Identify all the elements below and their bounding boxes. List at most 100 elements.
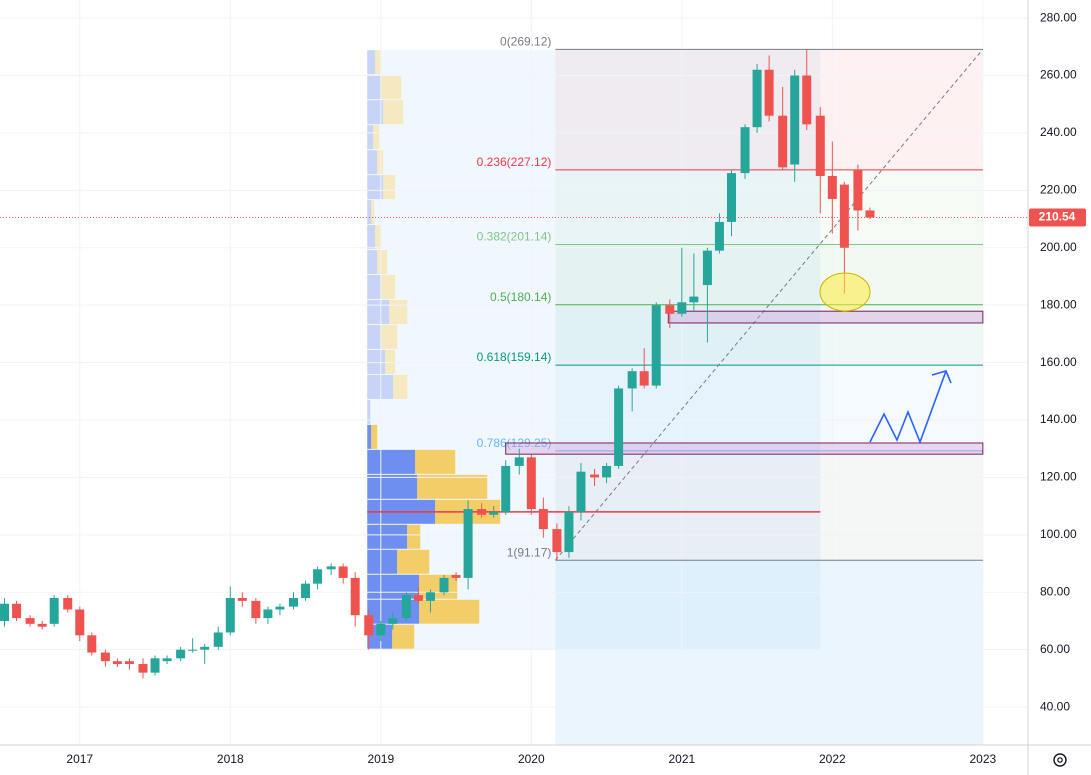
y-tick-label: 40.00 — [1040, 699, 1070, 713]
candle-body — [740, 127, 750, 174]
annotation-layer — [819, 272, 952, 445]
profile-up — [367, 175, 384, 200]
candle-body — [564, 511, 574, 553]
price-zone — [667, 310, 984, 324]
fib-trend-line — [555, 49, 984, 561]
y-tick-label: 120.00 — [1040, 470, 1077, 484]
arrow-head — [931, 370, 952, 384]
fib-label: 0.236(227.12) — [477, 155, 552, 169]
fib-label: 0.618(159.14) — [477, 350, 552, 364]
profile-down — [417, 474, 488, 499]
candle-body — [576, 471, 586, 512]
candle-body — [677, 302, 687, 314]
profile-up — [367, 100, 384, 125]
candle-body — [251, 600, 261, 619]
candle-body — [162, 658, 172, 662]
candle-body — [790, 75, 800, 165]
candle-body — [463, 509, 473, 578]
candle-body — [827, 175, 837, 199]
y-tick-label: 260.00 — [1040, 68, 1077, 82]
profile-up — [367, 549, 398, 574]
candle-body — [425, 592, 435, 601]
background-layer — [367, 49, 983, 745]
settings-gear[interactable] — [1053, 753, 1067, 767]
profile-up — [367, 374, 394, 399]
highlight-ellipse — [819, 272, 871, 312]
fib-band — [555, 450, 983, 561]
candle-body — [439, 577, 449, 593]
price-axis-bg — [1028, 0, 1091, 775]
candle-body — [237, 598, 247, 601]
profile-up — [367, 474, 418, 499]
candle-body — [413, 595, 423, 601]
fib-band — [555, 169, 983, 245]
candle-body — [275, 606, 285, 610]
candle-body — [778, 115, 788, 168]
profile-down — [375, 225, 382, 250]
candle-body — [477, 509, 487, 515]
time-axis-bg — [0, 745, 1091, 775]
candle-body — [388, 618, 398, 624]
candle-body — [63, 598, 73, 610]
candle-body — [726, 173, 736, 222]
profile-down — [371, 424, 378, 449]
candle-body — [301, 583, 311, 599]
profile-down — [383, 100, 404, 125]
candle-body — [0, 603, 10, 621]
profile-down — [385, 349, 396, 374]
candle-body — [12, 603, 22, 619]
candle-body — [263, 609, 273, 619]
profile-down — [407, 524, 421, 549]
candle-body — [552, 529, 562, 553]
y-tick-label: 220.00 — [1040, 183, 1077, 197]
y-tick-label: 80.00 — [1040, 584, 1070, 598]
candle-body — [451, 575, 461, 578]
candle-body — [689, 296, 699, 303]
profile-up — [367, 300, 390, 324]
profile-down — [397, 549, 430, 574]
profile-up — [367, 200, 372, 225]
candle-body — [865, 210, 875, 218]
price-zone — [505, 442, 984, 455]
fib-label: 1(91.17) — [507, 545, 552, 559]
candle-body — [764, 69, 774, 116]
candle-body — [138, 664, 148, 673]
profile-down — [381, 75, 402, 100]
candle-body — [752, 69, 762, 128]
profile-up — [367, 150, 378, 175]
candle-body — [501, 465, 511, 512]
candle-body — [639, 371, 649, 386]
x-tick-label: 2020 — [518, 752, 545, 766]
x-tick-label: 2018 — [217, 752, 244, 766]
profile-up — [367, 574, 420, 599]
profile-down — [377, 250, 388, 275]
candle-body — [288, 598, 298, 607]
profile-down — [419, 574, 458, 599]
candle-body — [614, 388, 624, 466]
candle-body — [37, 623, 47, 627]
candle-body — [213, 632, 223, 647]
profile-up — [367, 449, 416, 474]
profile-up — [367, 424, 372, 449]
profile-down — [381, 324, 398, 349]
fib-label: 0.5(180.14) — [490, 290, 551, 304]
fib-band — [555, 365, 983, 451]
y-tick-label: 280.00 — [1040, 10, 1077, 24]
candle-body — [188, 649, 198, 651]
settings-gear-center[interactable] — [1057, 757, 1063, 763]
profile-down — [383, 175, 396, 200]
candle-body — [225, 598, 235, 633]
candle-body — [350, 577, 360, 616]
y-tick-label: 60.00 — [1040, 642, 1070, 656]
settings-icon[interactable] — [1053, 753, 1067, 767]
candle-body — [526, 457, 536, 510]
x-tick-label: 2021 — [668, 752, 695, 766]
candle-body — [538, 509, 548, 530]
fib-label: 0(269.12) — [500, 34, 551, 48]
candle-body — [124, 661, 134, 665]
candle-body — [839, 184, 849, 248]
candle-body — [200, 646, 210, 650]
